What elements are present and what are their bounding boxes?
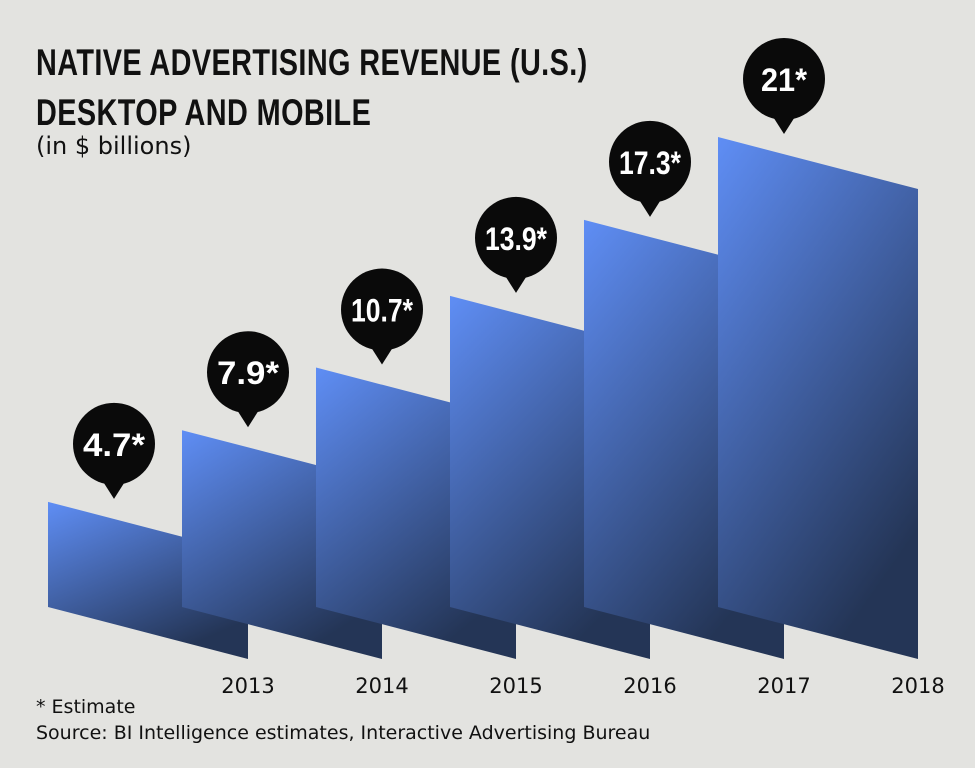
data-label: 21* xyxy=(761,62,808,98)
chart-title: NATIVE ADVERTISING REVENUE (U.S.) DESKTO… xyxy=(36,38,588,138)
bubble-circle xyxy=(73,402,155,485)
x-tick-label: 2018 xyxy=(891,674,944,698)
data-label: 13.9* xyxy=(485,221,547,257)
value-bubble-2016: 13.9* xyxy=(475,196,557,293)
bubble-pointer xyxy=(502,270,530,293)
source-note: Source: BI Intelligence estimates, Inter… xyxy=(36,722,651,744)
bubble-circle xyxy=(609,120,691,203)
data-label: 4.7* xyxy=(83,427,146,463)
bubble-pointer xyxy=(234,405,262,428)
x-tick-label: 2016 xyxy=(623,674,676,698)
bubble-pointer xyxy=(770,112,798,135)
value-bubble-2015: 10.7* xyxy=(341,268,423,365)
bubble-pointer xyxy=(100,476,128,499)
bubble-circle xyxy=(475,196,557,279)
value-bubble-2013: 4.7* xyxy=(73,402,155,499)
x-tick-label: 2015 xyxy=(489,674,542,698)
data-label: 10.7* xyxy=(351,293,413,329)
bubble-circle xyxy=(341,268,423,351)
bubble-circle xyxy=(207,331,289,414)
chart-subtitle: (in $ billions) xyxy=(36,132,192,160)
footnote: * Estimate xyxy=(36,696,136,718)
title-line-1: NATIVE ADVERTISING REVENUE (U.S.) xyxy=(36,42,588,83)
title-line-2: DESKTOP AND MOBILE xyxy=(36,92,372,133)
data-label: 7.9* xyxy=(217,355,280,391)
bar-2018 xyxy=(718,137,918,659)
bubble-pointer xyxy=(368,342,396,365)
x-tick-label: 2013 xyxy=(221,674,274,698)
x-tick-label: 2014 xyxy=(355,674,408,698)
value-bubble-2017: 17.3* xyxy=(609,120,691,217)
value-bubble-2014: 7.9* xyxy=(207,331,289,428)
bubble-pointer xyxy=(636,194,664,217)
data-label: 17.3* xyxy=(619,145,681,181)
value-bubble-2018: 21* xyxy=(743,38,825,135)
bubble-circle xyxy=(743,38,825,121)
x-tick-label: 2017 xyxy=(757,674,810,698)
